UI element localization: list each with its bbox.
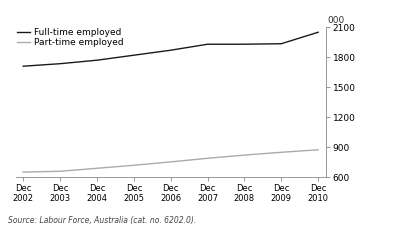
Text: Source: Labour Force, Australia (cat. no. 6202.0).: Source: Labour Force, Australia (cat. no…	[8, 216, 196, 225]
Legend: Full-time employed, Part-time employed: Full-time employed, Part-time employed	[17, 28, 123, 47]
Text: 000: 000	[328, 16, 345, 25]
